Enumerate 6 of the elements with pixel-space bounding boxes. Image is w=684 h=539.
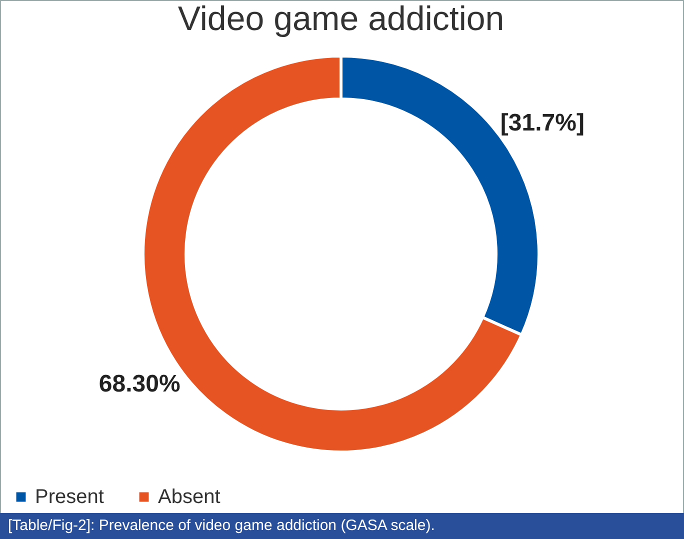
legend-label: Absent [158,486,221,508]
legend-label: Present [35,486,104,508]
chart-title: Video game addiction [178,0,504,38]
data-label: [31.7%] [500,109,584,136]
data-label: 68.30% [98,370,180,398]
text: [Table/Fig-2]: Prevalence of video game addiction (GASA scale). [8,517,435,534]
